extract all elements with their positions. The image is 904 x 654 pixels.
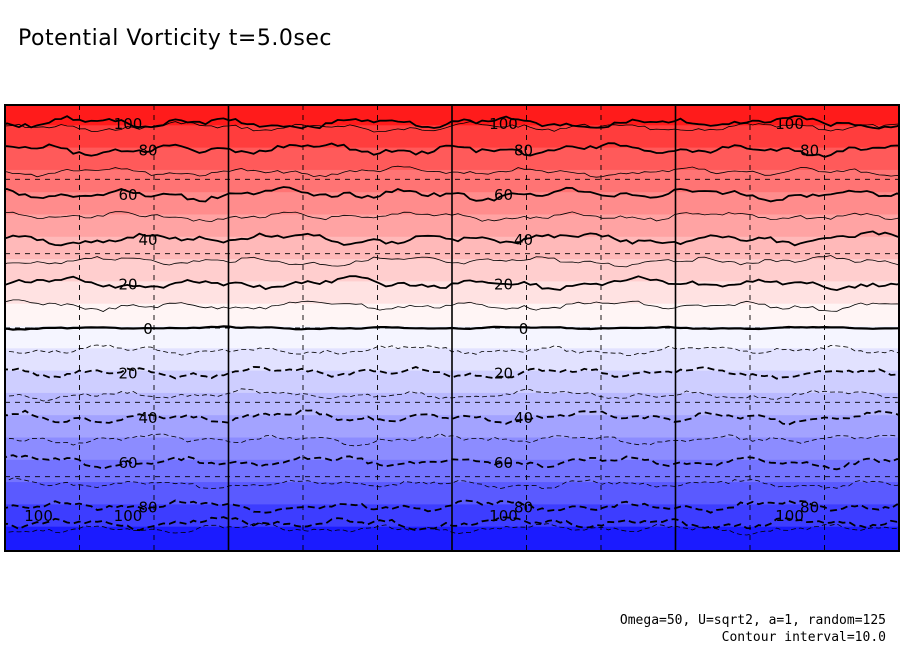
contour-label: 100 — [775, 507, 804, 525]
major-contour-line — [5, 365, 899, 380]
contour-label: 80 — [514, 142, 533, 160]
chart-title: Potential Vorticity t=5.0sec — [18, 26, 332, 51]
contour-label: 40 — [138, 231, 157, 249]
grid-lines — [5, 105, 899, 551]
contour-label: 80 — [514, 498, 533, 516]
contour-label: 80 — [138, 142, 157, 160]
contour-label: 0 — [519, 320, 529, 338]
contour-label: 80 — [800, 498, 819, 516]
contour-label: 60 — [118, 454, 137, 472]
contour-label: 40 — [514, 231, 533, 249]
plot-frame — [4, 104, 900, 552]
major-contour-line — [5, 499, 899, 514]
contour-label: 100 — [775, 115, 804, 133]
contour-label: 100 — [114, 507, 143, 525]
contour-label: 80 — [800, 142, 819, 160]
contour-label: 40 — [138, 409, 157, 427]
contour-label: 100 — [489, 115, 518, 133]
contour-label: 40 — [514, 409, 533, 427]
contour-label: 20 — [494, 275, 513, 293]
contour-label: 20 — [118, 365, 137, 383]
contour-label: 60 — [494, 186, 513, 204]
contour-label: 60 — [494, 454, 513, 472]
contour-label: 0 — [143, 320, 153, 338]
parameters-note: Omega=50, U=sqrt2, a=1, random=125 — [619, 613, 886, 628]
contour-label: 100 — [489, 507, 518, 525]
contour-label: 20 — [118, 275, 137, 293]
contour-label: 100 — [24, 507, 53, 525]
contour-label: 20 — [494, 365, 513, 383]
contour-label: 100 — [114, 115, 143, 133]
contour-interval-note: Contour interval=10.0 — [721, 630, 886, 645]
minor-contour-line — [5, 477, 899, 490]
contour-label: 60 — [118, 186, 137, 204]
contour-label: 80 — [138, 498, 157, 516]
major-contour-line — [5, 409, 899, 426]
